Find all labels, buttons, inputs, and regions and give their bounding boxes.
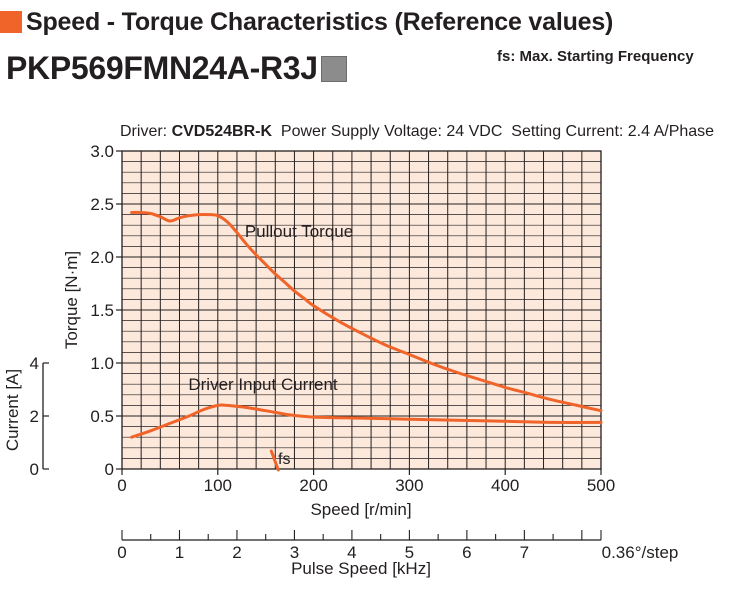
model-name: PKP569FMN24A-R3J <box>6 50 318 86</box>
current-tick-label: 0 <box>30 460 39 479</box>
driver-input-current-label: Driver Input Current <box>188 375 338 394</box>
y-tick-label: 0 <box>105 460 114 479</box>
y-tick-label: 2.5 <box>90 195 114 214</box>
fs-note: fs: Max. Starting Frequency <box>497 48 694 65</box>
driver-model: CVD524BR-K <box>172 123 273 140</box>
orange-square-icon <box>0 11 22 33</box>
pullout-torque-curve <box>130 210 603 413</box>
x-tick-label: 0 <box>117 476 126 495</box>
pullout-torque-label: Pullout Torque <box>245 222 353 241</box>
pulse-tick-label: 6 <box>462 543 471 562</box>
pulse-tick-label: 5 <box>405 543 414 562</box>
x-axis-label: Speed [r/min] <box>310 500 411 519</box>
chart-header: Speed - Torque Characteristics (Referenc… <box>0 4 613 40</box>
page-title: Speed - Torque Characteristics (Referenc… <box>26 7 614 36</box>
series-group <box>130 210 603 472</box>
current-tick-label: 4 <box>30 354 39 373</box>
pulse-tick-label: 7 <box>520 543 529 562</box>
x-tick-label: 500 <box>587 476 615 495</box>
current-tick-label: 2 <box>30 407 39 426</box>
pulse-tick-label: 1 <box>175 543 184 562</box>
driver-prefix: Driver: <box>120 123 172 140</box>
pulse-tick-label: 2 <box>232 543 241 562</box>
grid <box>121 150 602 470</box>
y-axis-label: Torque [N·m] <box>62 251 81 349</box>
x-tick-label: 400 <box>491 476 519 495</box>
pulse-tick-label: 0 <box>117 543 126 562</box>
y-tick-label: 2.0 <box>90 248 114 267</box>
x-tick-label: 300 <box>395 476 423 495</box>
gray-square-icon <box>320 55 347 82</box>
model-row: PKP569FMN24A-R3J <box>6 50 347 87</box>
driver-conditions: Driver: CVD524BR-K Power Supply Voltage:… <box>120 123 714 140</box>
pulse-tick-label: 4 <box>347 543 356 562</box>
driver-input-current-curve <box>130 403 603 439</box>
fs-marker <box>269 449 280 472</box>
power-conditions: Power Supply Voltage: 24 VDC Setting Cur… <box>272 123 714 140</box>
y-tick-label: 3.0 <box>90 142 114 161</box>
y-tick-label: 1.0 <box>90 354 114 373</box>
axes: 0 0.5 1.0 1.5 2.0 2.5 3.0 0 100 200 300 400 500 0 2 4 0 1… <box>30 142 679 562</box>
y-tick-label: 0.5 <box>90 407 114 426</box>
x-tick-label: 200 <box>299 476 327 495</box>
pulse-axis-label: Pulse Speed [kHz] <box>291 559 431 578</box>
current-axis-label: Current [A] <box>3 369 22 451</box>
pulse-tick-label: 3 <box>290 543 299 562</box>
x-tick-label: 100 <box>204 476 232 495</box>
y-tick-label: 1.5 <box>90 301 114 320</box>
pulse-step-label: 0.36°/step <box>602 543 679 562</box>
fs-label: fs <box>278 451 290 468</box>
